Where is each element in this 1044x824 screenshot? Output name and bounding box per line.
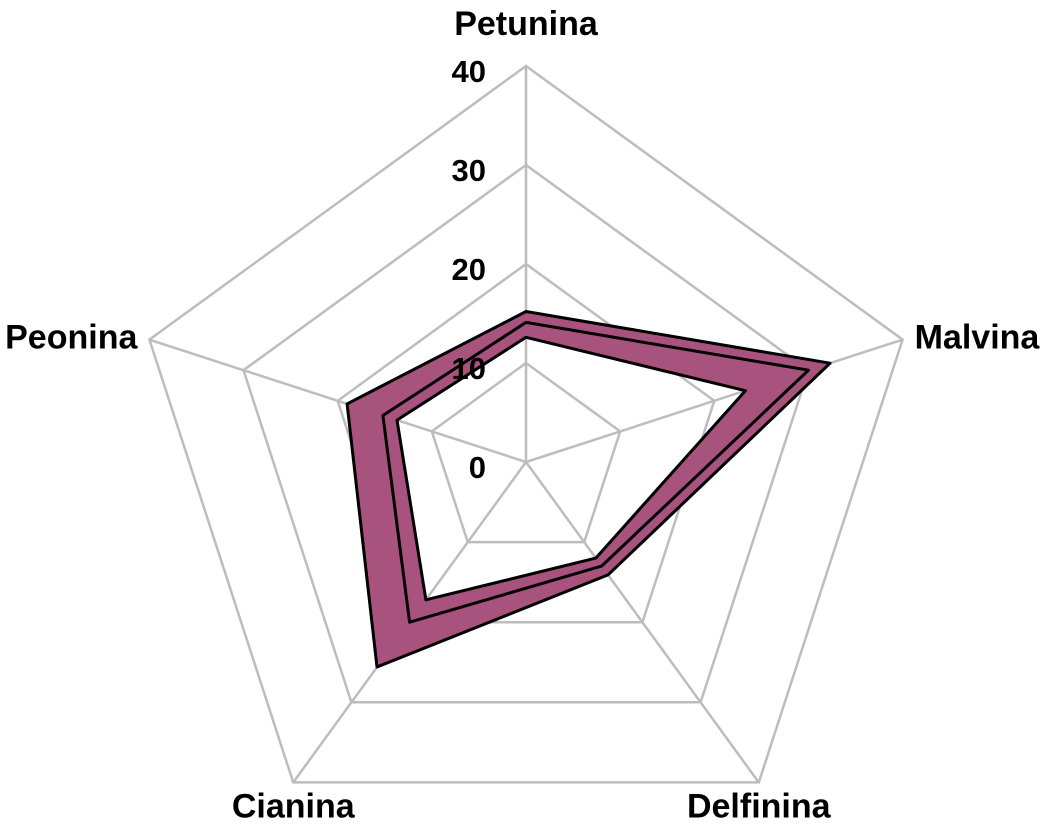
grid-ring — [147, 64, 905, 784]
axis-spoke — [148, 338, 527, 464]
grid-ring — [430, 361, 622, 544]
category-label: Cianina — [232, 787, 356, 824]
series-line — [395, 335, 747, 602]
axis-spoke — [525, 338, 904, 464]
category-label: Malvina — [915, 319, 1041, 357]
tick-label: 10 — [452, 351, 486, 386]
axis-spoke — [524, 461, 760, 784]
grid-ring — [242, 163, 810, 704]
grid-ring — [336, 262, 716, 624]
tick-label: 40 — [452, 54, 486, 89]
tick-label: 20 — [452, 252, 486, 287]
series-line — [345, 310, 832, 669]
tick-label: 30 — [452, 153, 486, 188]
tick-label: 0 — [469, 450, 486, 485]
band — [347, 311, 831, 667]
category-label: Peonina — [5, 319, 138, 357]
category-label: Petunina — [454, 5, 599, 43]
series-line — [381, 320, 810, 624]
category-label: Delfinina — [687, 787, 832, 824]
